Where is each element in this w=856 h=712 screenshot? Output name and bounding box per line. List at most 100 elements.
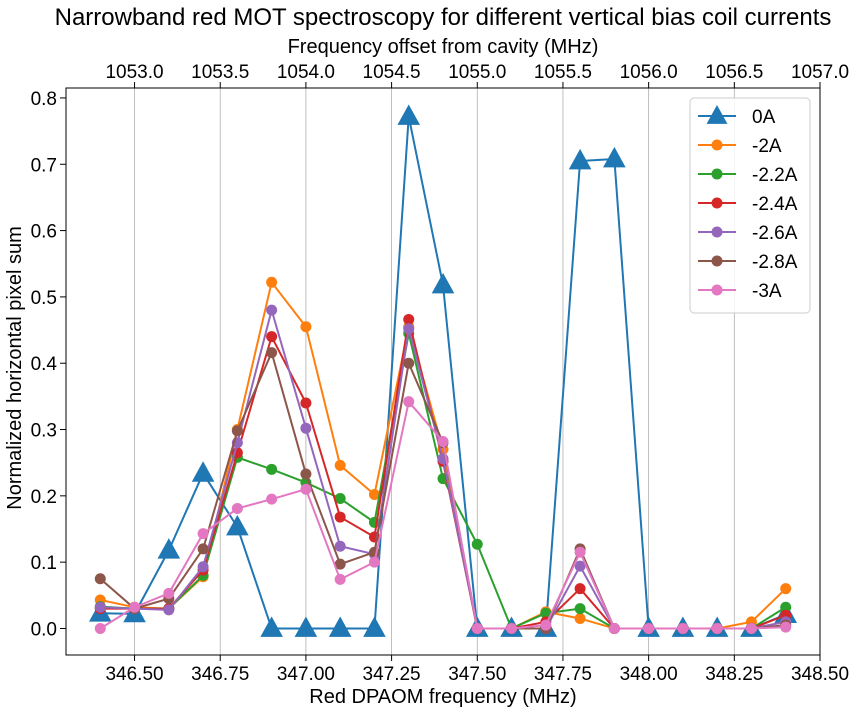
data-point xyxy=(163,587,175,599)
data-point xyxy=(574,583,586,595)
x-tick-label: 348.50 xyxy=(791,664,849,685)
y-tick-label: 0.5 xyxy=(31,288,57,309)
data-point xyxy=(300,483,312,495)
data-point xyxy=(780,621,792,633)
x-tick-label: 346.75 xyxy=(191,664,249,685)
data-point xyxy=(574,613,586,625)
x-tick-label: 347.00 xyxy=(277,664,335,685)
data-point xyxy=(711,622,723,634)
x-tick-label: 347.50 xyxy=(448,664,506,685)
legend-item: 0A xyxy=(698,105,776,128)
ticks: 346.50 346.75 347.00 347.25 347.50 347.75 348.… xyxy=(31,62,849,685)
data-point xyxy=(334,511,346,523)
data-point xyxy=(780,601,792,613)
data-point xyxy=(540,607,552,619)
top-tick-label: 1053.0 xyxy=(105,62,163,83)
legend-label: -2.2A xyxy=(752,165,798,186)
data-point xyxy=(568,148,592,170)
legend-item: -2.6A xyxy=(698,223,798,244)
legend-marker xyxy=(706,105,728,124)
data-point xyxy=(403,323,415,335)
top-tick-label: 1053.5 xyxy=(191,62,249,83)
data-point xyxy=(163,604,175,616)
legend: 0A -2A -2.2A -2.4A -2.6A -2.8A -3A xyxy=(689,97,811,314)
data-point xyxy=(403,313,415,325)
data-point xyxy=(266,304,278,316)
legend-marker xyxy=(711,197,723,209)
legend-label: -3A xyxy=(752,281,782,302)
data-point xyxy=(260,616,283,637)
data-point xyxy=(334,558,346,570)
data-point xyxy=(403,396,415,408)
x-tick-label: 348.25 xyxy=(705,664,763,685)
series-line xyxy=(99,400,786,630)
x-axis-label: Red DPAOM frequency (MHz) xyxy=(309,686,576,708)
data-point xyxy=(643,622,655,634)
data-point xyxy=(294,616,318,637)
y-tick-label: 0.3 xyxy=(31,421,57,442)
data-point xyxy=(437,435,449,447)
data-point xyxy=(603,146,626,168)
data-point xyxy=(300,468,312,480)
legend-marker xyxy=(711,168,723,180)
data-point xyxy=(471,538,483,550)
legend-item: -3A xyxy=(698,281,782,302)
data-point xyxy=(780,583,792,595)
data-point xyxy=(300,321,312,333)
data-point xyxy=(334,540,346,552)
legend-label: 0A xyxy=(752,107,776,128)
data-point xyxy=(300,397,312,409)
data-point xyxy=(506,622,518,634)
data-point xyxy=(574,603,586,615)
y-tick-label: 0.8 xyxy=(31,89,57,110)
data-point xyxy=(471,622,483,634)
data-point xyxy=(608,622,620,634)
legend-label: -2.4A xyxy=(752,194,798,215)
x-tick-label: 347.75 xyxy=(534,664,592,685)
data-point xyxy=(157,538,181,559)
data-point xyxy=(300,422,312,434)
data-point xyxy=(328,616,352,637)
data-point xyxy=(226,514,249,536)
data-point xyxy=(368,556,380,568)
top-tick-label: 1054.0 xyxy=(277,62,335,83)
top-tick-label: 1056.5 xyxy=(705,62,763,83)
legend-marker xyxy=(711,139,723,151)
data-point xyxy=(197,561,209,573)
top-tick-label: 1057.0 xyxy=(791,62,849,83)
y-tick-label: 0.1 xyxy=(31,553,57,574)
data-point xyxy=(266,276,278,288)
data-point xyxy=(197,543,209,555)
data-point xyxy=(431,272,455,294)
data-point xyxy=(191,461,215,482)
y-tick-label: 0.6 xyxy=(31,222,57,243)
series--3A xyxy=(94,396,792,634)
data-point xyxy=(677,622,689,634)
legend-label: -2.6A xyxy=(752,223,798,244)
data-point xyxy=(94,573,106,585)
y-axis-label: Normalized horizontal pixel sum xyxy=(4,226,26,509)
data-point xyxy=(363,616,386,637)
x-tick-label: 346.50 xyxy=(105,664,163,685)
series-layer xyxy=(88,104,798,637)
data-point xyxy=(94,601,106,613)
x-tick-label: 347.25 xyxy=(363,664,421,685)
top-tick-label: 1055.5 xyxy=(534,62,592,83)
legend-marker xyxy=(711,255,723,267)
legend-item: -2.8A xyxy=(698,252,798,273)
data-point xyxy=(334,459,346,471)
data-point xyxy=(397,104,421,125)
data-point xyxy=(266,493,278,505)
series--2.8A xyxy=(94,347,792,634)
top-tick-label: 1055.0 xyxy=(448,62,506,83)
y-tick-label: 0.0 xyxy=(31,619,57,640)
legend-label: -2.8A xyxy=(752,252,798,273)
data-point xyxy=(231,502,243,514)
data-point xyxy=(231,425,243,437)
data-point xyxy=(266,331,278,343)
y-tick-label: 0.2 xyxy=(31,487,57,508)
top-axis-label: Frequency offset from cavity (MHz) xyxy=(288,36,599,58)
legend-item: -2A xyxy=(698,136,782,157)
data-point xyxy=(745,622,757,634)
